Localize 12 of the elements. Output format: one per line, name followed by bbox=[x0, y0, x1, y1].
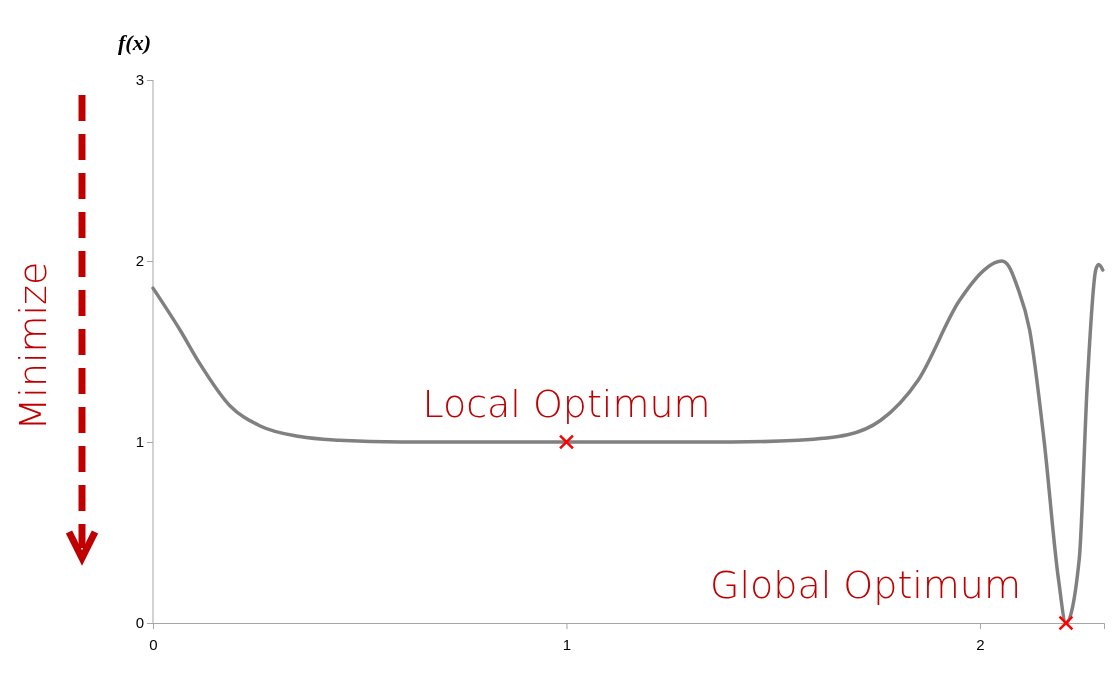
y-tick-label: 0 bbox=[135, 614, 144, 632]
x-tick-label: 0 bbox=[149, 636, 158, 653]
x-tick-label: 1 bbox=[562, 636, 572, 653]
text: Minimize bbox=[11, 261, 55, 431]
annotation: Local Optimum bbox=[422, 382, 711, 426]
y-tick-label: 2 bbox=[135, 252, 144, 270]
y-axis-title: f(x) bbox=[118, 30, 151, 55]
line-series bbox=[151, 259, 1105, 625]
y-tick-label: 1 bbox=[135, 433, 144, 451]
x-tick-label: 2 bbox=[976, 636, 985, 653]
annotation: Global Optimum bbox=[710, 563, 1021, 607]
y-tick-label: 3 bbox=[135, 71, 144, 89]
